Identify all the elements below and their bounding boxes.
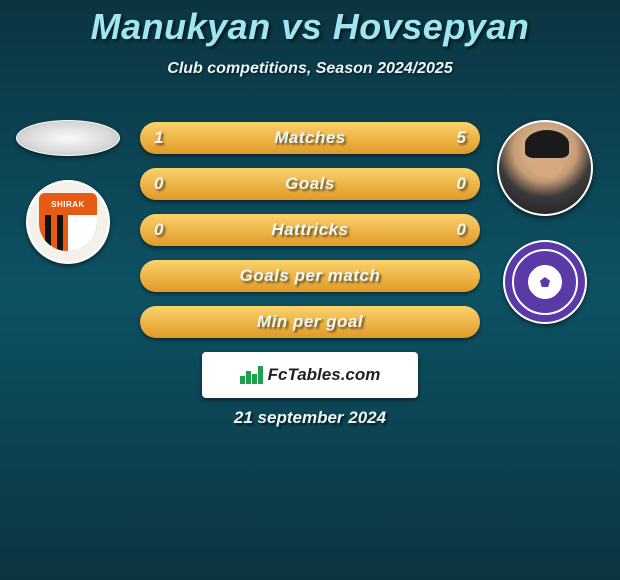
stat-left-value	[140, 260, 168, 292]
stat-right-value: 0	[443, 214, 480, 246]
stat-label: Goals per match	[240, 266, 381, 286]
date-text: 21 september 2024	[0, 408, 620, 428]
player1-name: Manukyan	[91, 6, 271, 47]
alashkert-ball-icon	[532, 269, 558, 295]
stat-row-matches: 1 Matches 5	[140, 122, 480, 154]
shirak-badge-label: SHIRAK	[39, 193, 97, 215]
bar-chart-icon	[240, 366, 262, 384]
player2-name: Hovsepyan	[333, 6, 530, 47]
stat-label: Hattricks	[271, 220, 348, 240]
fctables-branding: FcTables.com	[202, 352, 418, 398]
player1-avatar-placeholder	[16, 120, 120, 156]
vs-text: vs	[281, 6, 322, 47]
left-player-column: SHIRAK	[8, 120, 128, 264]
stat-label: Matches	[274, 128, 346, 148]
shirak-badge-stripes	[39, 215, 97, 251]
stat-row-goals: 0 Goals 0	[140, 168, 480, 200]
stat-right-value	[452, 260, 480, 292]
stat-left-value: 0	[140, 168, 177, 200]
player1-club-badge: SHIRAK	[26, 180, 110, 264]
subtitle: Club competitions, Season 2024/2025	[0, 60, 620, 78]
stat-row-min-per-goal: Min per goal	[140, 306, 480, 338]
stats-container: 1 Matches 5 0 Goals 0 0 Hattricks 0 Goal…	[140, 122, 480, 352]
fctables-text: FcTables.com	[268, 365, 381, 385]
stat-row-hattricks: 0 Hattricks 0	[140, 214, 480, 246]
stat-left-value: 1	[140, 122, 177, 154]
stat-right-value: 0	[443, 168, 480, 200]
page-title: Manukyan vs Hovsepyan	[0, 0, 620, 48]
stat-right-value	[452, 306, 480, 338]
stat-right-value: 5	[443, 122, 480, 154]
player2-club-badge	[503, 240, 587, 324]
stat-label: Min per goal	[257, 312, 363, 332]
stat-row-goals-per-match: Goals per match	[140, 260, 480, 292]
stat-left-value: 0	[140, 214, 177, 246]
player2-avatar	[497, 120, 593, 216]
stat-left-value	[140, 306, 168, 338]
right-player-column	[490, 120, 600, 324]
stat-label: Goals	[285, 174, 335, 194]
